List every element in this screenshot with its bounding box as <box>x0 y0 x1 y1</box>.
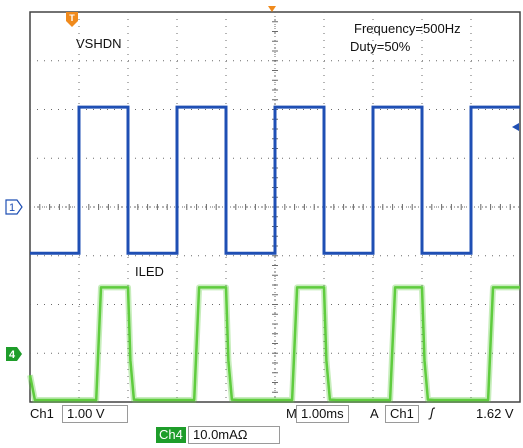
ch1-ground-marker[interactable] <box>5 199 23 215</box>
timebase-readout[interactable]: 1.00ms <box>296 405 349 423</box>
vshdn-label: VSHDN <box>76 36 122 51</box>
frequency-annotation: Frequency=500Hz <box>354 21 461 36</box>
trigger-level-readout[interactable]: 1.62 V <box>476 406 514 421</box>
iled-label: ILED <box>135 264 164 279</box>
trigger-slope-icon[interactable]: ʃ <box>430 405 434 420</box>
vshdn-waveform <box>30 105 520 255</box>
trigger-position-icon[interactable] <box>66 12 78 27</box>
horizontal-position-icon[interactable] <box>268 6 276 12</box>
ch1-ground-label: 1 <box>9 202 15 214</box>
trigger-mode: A <box>370 406 379 421</box>
duty-annotation: Duty=50% <box>350 39 411 54</box>
trigger-position-label: T <box>69 13 75 23</box>
ch4-channel-name[interactable]: Ch4 <box>156 427 186 443</box>
ch4-ground-label: 4 <box>9 349 16 361</box>
trigger-source-readout[interactable]: Ch1 <box>385 405 419 423</box>
ch4-ground-marker[interactable] <box>6 347 22 361</box>
trigger-level-icon[interactable] <box>512 123 519 131</box>
ch1-scale-readout[interactable]: 1.00 V <box>62 405 128 423</box>
timebase-prefix: M <box>286 406 297 421</box>
ch1-channel-name[interactable]: Ch1 <box>30 406 54 421</box>
waveforms <box>27 105 520 403</box>
iled-waveform <box>28 286 520 402</box>
markers: T 1 4 <box>5 6 519 361</box>
ch4-scale-readout[interactable]: 10.0mAΩ <box>188 426 280 444</box>
